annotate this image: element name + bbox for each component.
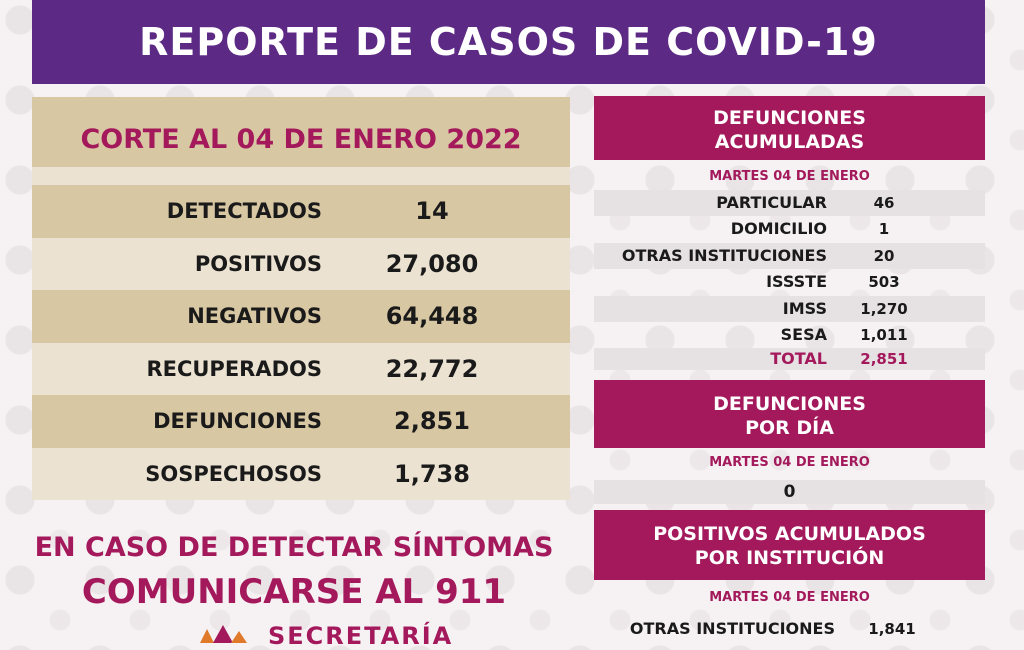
deaths-row-domicilio: DOMICILIO 1 xyxy=(594,216,985,242)
row-value: 1,270 xyxy=(860,299,908,318)
stat-value: 1,738 xyxy=(394,459,470,488)
header-line: DEFUNCIONES xyxy=(713,107,866,129)
stat-value: 14 xyxy=(415,197,449,225)
positives-by-institution-header: POSITIVOS ACUMULADOS POR INSTITUCIÓN xyxy=(594,510,985,581)
government-logo-icon xyxy=(200,625,247,643)
stat-label: DETECTADOS xyxy=(166,199,322,223)
row-value: 1,011 xyxy=(860,325,908,344)
deaths-accumulated-header: DEFUNCIONES ACUMULADAS xyxy=(594,96,985,160)
row-label: SESA xyxy=(780,324,827,344)
total-label: TOTAL xyxy=(770,349,827,369)
deaths-row-total: TOTAL 2,851 xyxy=(594,348,985,371)
deaths-per-day-date: MARTES 04 DE ENERO xyxy=(709,455,870,471)
row-value: 20 xyxy=(873,246,895,265)
stat-row-negativos: NEGATIVOS 64,448 xyxy=(32,290,570,343)
stat-value: 27,080 xyxy=(385,249,479,278)
stat-row-recuperados: RECUPERADOS 22,772 xyxy=(32,342,570,395)
secretaria-logo-text: SECRETARÍA xyxy=(268,622,454,650)
stat-row-defunciones: DEFUNCIONES 2,851 xyxy=(32,395,570,448)
spacer xyxy=(32,167,570,185)
header-line: POSITIVOS ACUMULADOS xyxy=(653,523,926,546)
total-value: 2,851 xyxy=(860,350,908,369)
deaths-row-issste: ISSSTE 503 xyxy=(594,269,985,295)
stat-value: 64,448 xyxy=(385,302,479,330)
deaths-accumulated-date: MARTES 04 DE ENERO xyxy=(709,169,870,184)
header-line: POR INSTITUCIÓN xyxy=(694,547,885,570)
positives-row-otras: OTRAS INSTITUCIONES 1,841 xyxy=(594,616,985,642)
row-value: 1,841 xyxy=(868,620,916,639)
row-value: 503 xyxy=(868,273,900,292)
stat-row-sospechosos: SOSPECHOSOS 1,738 xyxy=(32,447,570,500)
deaths-per-day-header: DEFUNCIONES POR DÍA xyxy=(594,380,985,449)
summary-panel: CORTE AL 04 DE ENERO 2022 DETECTADOS 14 … xyxy=(32,97,570,500)
row-label: OTRAS INSTITUCIONES xyxy=(629,619,835,639)
row-value: 46 xyxy=(873,194,895,212)
row-label: PARTICULAR xyxy=(716,193,827,212)
row-value: 1 xyxy=(878,220,890,239)
deaths-panel: DEFUNCIONES ACUMULADAS MARTES 04 DE ENER… xyxy=(594,96,985,642)
stat-label: NEGATIVOS xyxy=(187,304,322,328)
row-label: OTRAS INSTITUCIONES xyxy=(621,245,827,265)
header-line: DEFUNCIONES xyxy=(713,393,866,416)
header-line: POR DÍA xyxy=(745,417,834,440)
stat-value: 2,851 xyxy=(394,407,470,435)
deaths-row-sesa: SESA 1,011 xyxy=(594,322,985,348)
deaths-row-imss: IMSS 1,270 xyxy=(594,295,985,322)
spacer xyxy=(594,370,985,380)
stat-row-positivos: POSITIVOS 27,080 xyxy=(32,237,570,290)
row-label: IMSS xyxy=(782,298,827,318)
deaths-row-particular: PARTICULAR 46 xyxy=(594,190,985,217)
emergency-number: COMUNICARSE AL 911 xyxy=(81,572,507,612)
stat-value: 22,772 xyxy=(385,354,479,383)
cutoff-date: CORTE AL 04 DE ENERO 2022 xyxy=(32,97,570,167)
symptoms-callout: EN CASO DE DETECTAR SÍNTOMAS xyxy=(34,532,554,563)
stat-label: SOSPECHOSOS xyxy=(145,461,322,486)
row-label: ISSSTE xyxy=(766,272,827,292)
deaths-per-day-value: 0 xyxy=(594,480,985,505)
stat-label: DEFUNCIONES xyxy=(153,409,322,433)
deaths-row-otras: OTRAS INSTITUCIONES 20 xyxy=(594,242,985,270)
stat-row-detectados: DETECTADOS 14 xyxy=(32,185,570,238)
stat-label: POSITIVOS xyxy=(194,251,322,276)
report-title: REPORTE DE CASOS DE COVID-19 xyxy=(32,0,985,84)
stat-label: RECUPERADOS xyxy=(146,356,322,381)
header-line: ACUMULADAS xyxy=(714,131,865,153)
row-label: DOMICILIO xyxy=(730,219,827,239)
positives-by-institution-date: MARTES 04 DE ENERO xyxy=(709,590,870,606)
